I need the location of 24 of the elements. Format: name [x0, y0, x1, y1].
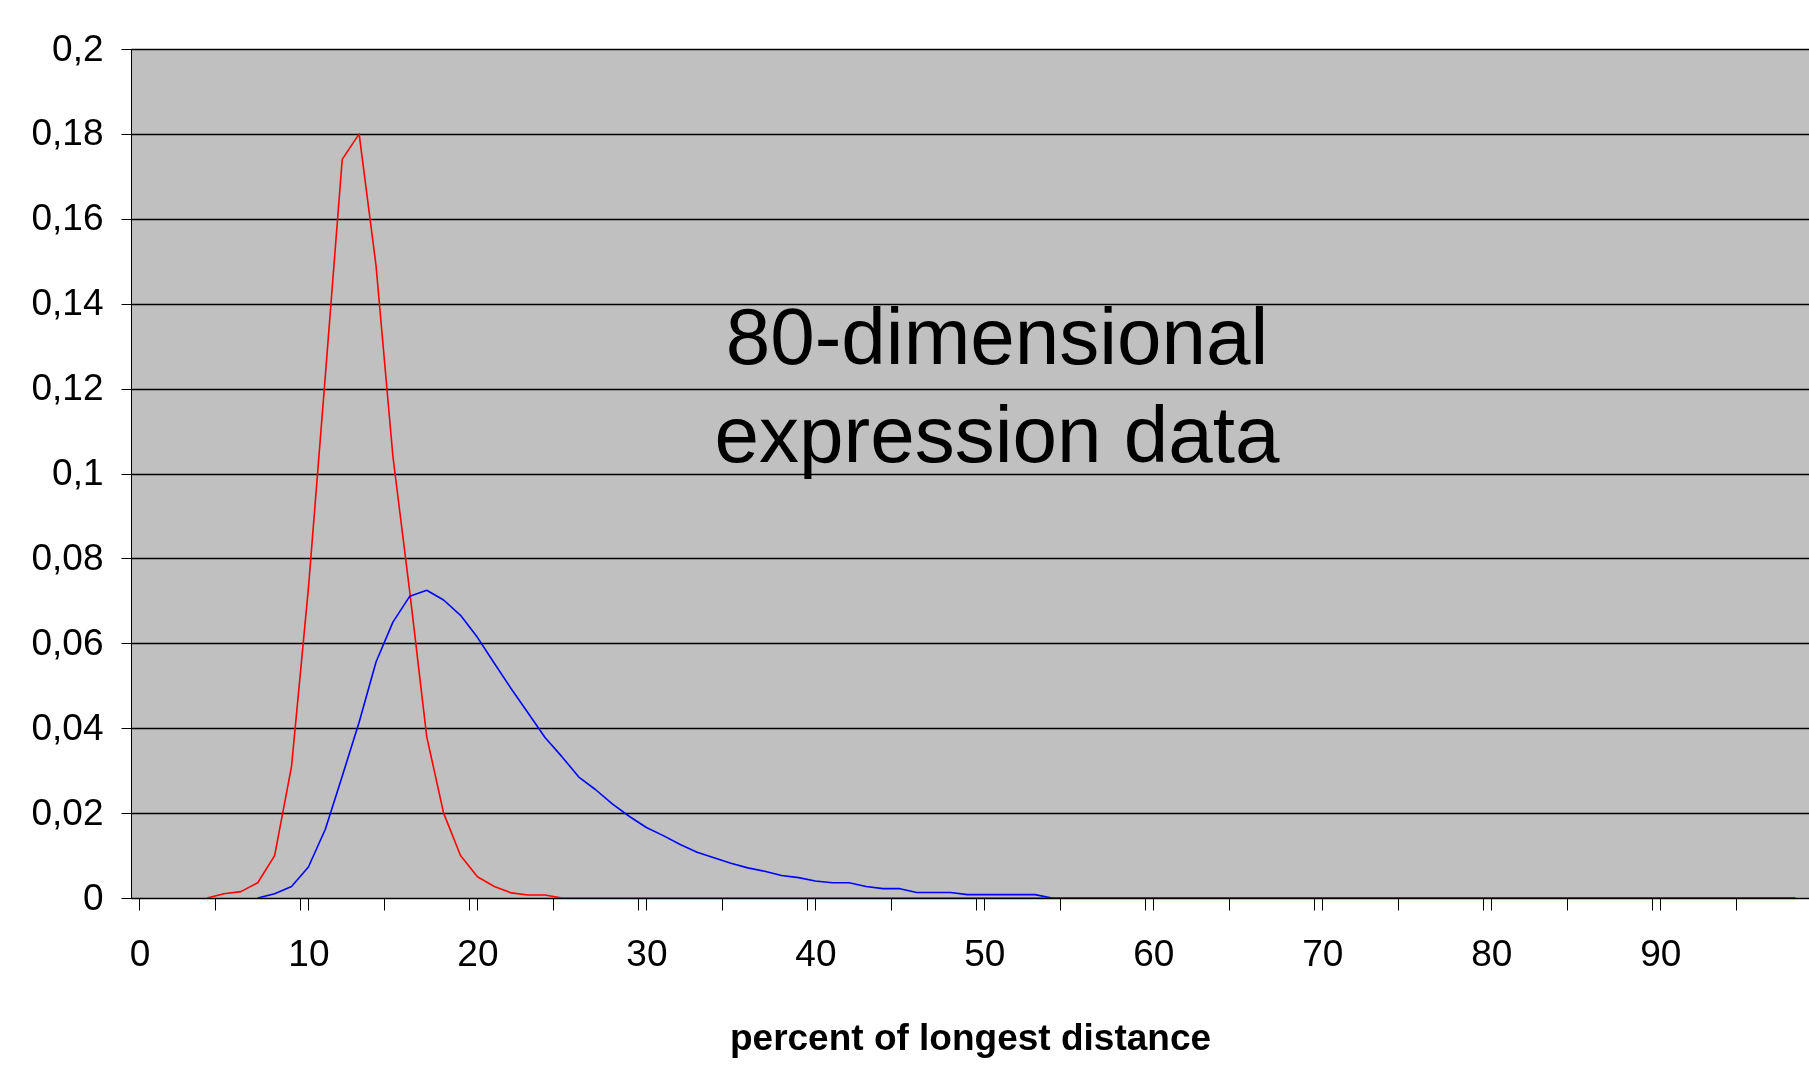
x-tick-label: 60: [1133, 932, 1175, 974]
x-tick-label: 30: [626, 932, 668, 974]
x-tick-label: 80: [1471, 932, 1513, 974]
x-axis-title: percent of longest distance: [729, 1016, 1212, 1058]
x-tick-label: 70: [1302, 932, 1344, 974]
y-tick-label: 0: [82, 876, 104, 918]
y-tick-label: 0,14: [31, 282, 104, 324]
y-tick-label: 0,18: [31, 112, 104, 154]
line-series: [256, 589, 1797, 898]
y-tick-label: 0,1: [52, 452, 104, 493]
x-tick-label: 20: [457, 932, 499, 974]
y-tick-label: 0,08: [31, 536, 104, 578]
y-tick-label: 0,04: [31, 706, 104, 748]
y-tick-label: 0,16: [31, 197, 104, 239]
y-tick-label: 0,12: [31, 367, 104, 409]
annotation: 80-dimensional expression data: [714, 292, 1280, 479]
x-tick-label: 40: [795, 932, 837, 974]
y-tick-label: 0,06: [31, 621, 104, 663]
y-tick-label: 0,2: [52, 27, 104, 69]
y-tick-label: 0,02: [31, 791, 104, 833]
x-tick-label: 90: [1640, 932, 1682, 974]
x-tick-label: 0: [129, 932, 151, 974]
x-tick-label: 50: [964, 932, 1006, 974]
x-tick-label: 10: [288, 932, 330, 974]
